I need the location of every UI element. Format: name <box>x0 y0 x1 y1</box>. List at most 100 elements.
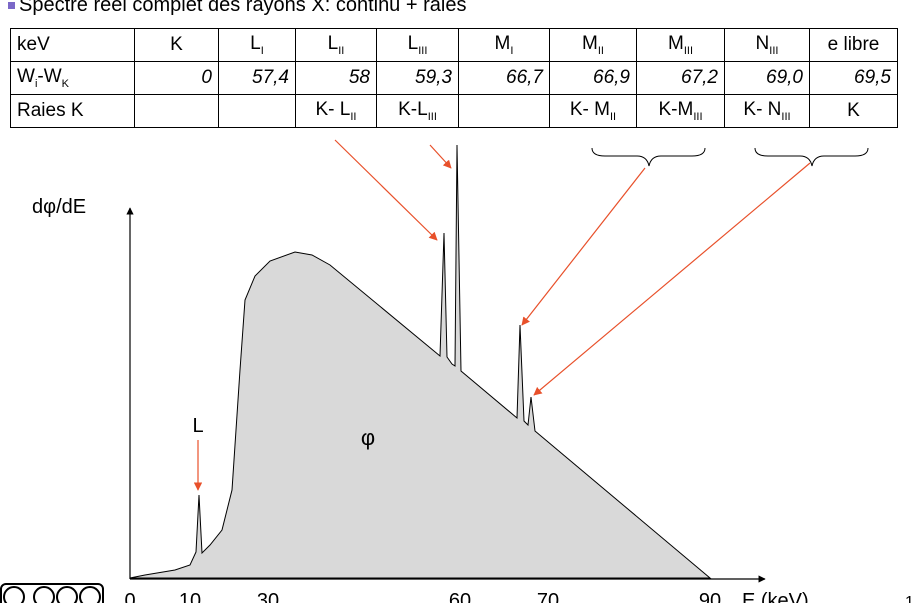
spectrum-curve <box>129 144 712 579</box>
bullet <box>8 2 15 10</box>
table-cell: NIII <box>724 28 810 62</box>
table-cell: MII <box>549 28 637 62</box>
cell-text: 0 <box>201 67 212 88</box>
cell-text: 59,3 <box>415 67 452 88</box>
cell-text: N <box>755 33 770 55</box>
arrow <box>334 139 438 241</box>
cell-text: -W <box>37 66 62 88</box>
table-cell: K <box>809 94 898 128</box>
table-row: Raies K K- LII K-LIII K- MII K-MIII K- NIII K <box>10 94 898 128</box>
x-tick-label: 60 <box>449 590 471 603</box>
table-cell: MIII <box>636 28 725 62</box>
cell-text: L <box>250 33 261 55</box>
table-cell: K-LIII <box>376 94 459 128</box>
cell-text: keV <box>17 34 50 55</box>
cell-text: K <box>170 34 183 55</box>
cell-text: 58 <box>348 67 370 88</box>
brace <box>754 147 869 167</box>
table-cell: K <box>134 28 219 62</box>
sa-circle <box>79 586 101 603</box>
table-cell: K- NIII <box>724 94 810 128</box>
table-cell <box>134 94 219 128</box>
cell-subscript: II <box>597 44 604 57</box>
cell-text: 69,5 <box>854 67 891 88</box>
cell-subscript: K <box>61 77 69 90</box>
table-cell <box>458 94 550 128</box>
x-tick-label: 10 <box>179 590 201 603</box>
cell-text: W <box>17 66 35 88</box>
cell-subscript: i <box>34 77 38 90</box>
table-cell: 67,2 <box>636 61 725 95</box>
table-cell: Raies K <box>10 94 135 128</box>
arrows <box>193 139 811 491</box>
cell-text: M <box>494 33 511 55</box>
cell-text: 66,7 <box>506 67 543 88</box>
y-axis-label: dφ/dE <box>32 196 86 218</box>
cell-text: L <box>407 33 419 55</box>
cell-text: L <box>327 33 339 55</box>
table-cell: 58 <box>295 61 377 95</box>
cell-text: K <box>847 100 860 121</box>
cell-subscript: III <box>769 44 779 57</box>
cell-text: e libre <box>827 34 880 55</box>
x-tick-label: 90 <box>699 590 721 603</box>
table-cell: K- MII <box>549 94 637 128</box>
table-cell: 0 <box>134 61 219 95</box>
table-cell: K- LII <box>295 94 377 128</box>
cell-text: 66,9 <box>593 67 630 88</box>
slide-title: Spectre réel complet des rayons X: conti… <box>8 0 466 17</box>
table-cell: 69,0 <box>724 61 810 95</box>
x-tick-labels: 0 10 30 60 70 90 <box>124 590 721 603</box>
cell-subscript: II <box>609 110 617 123</box>
title-text: Spectre réel complet des rayons X: conti… <box>19 0 467 16</box>
table-cell: MI <box>458 28 550 62</box>
cell-text: 69,0 <box>766 67 803 88</box>
brace <box>591 147 706 167</box>
cell-text: K-M <box>658 99 694 121</box>
table-cell: 57,4 <box>218 61 296 95</box>
nc-circle <box>56 586 78 603</box>
table-row: keV K LI LII LIII MI MII MIII NIII e libre <box>10 28 898 62</box>
table-cell: e libre <box>809 28 898 62</box>
x-tick-label: 70 <box>537 590 559 603</box>
line-label: L <box>192 415 203 437</box>
arrow <box>533 162 811 396</box>
cell-subscript: I <box>260 44 264 57</box>
cell-subscript: II <box>338 44 345 57</box>
x-tick-label: 30 <box>257 590 279 603</box>
table-cell: LII <box>295 28 377 62</box>
cell-subscript: III <box>427 110 437 123</box>
table-cell: 69,5 <box>809 61 898 95</box>
area-label: φ <box>361 425 375 450</box>
page-number: 1 <box>905 594 913 603</box>
cell-text: K- L <box>315 99 351 121</box>
cc-circle <box>3 586 25 603</box>
cell-text: 67,2 <box>681 67 718 88</box>
braces <box>591 147 869 167</box>
x-tick-label: 0 <box>124 590 135 603</box>
cell-subscript: III <box>693 110 703 123</box>
cell-text: M <box>582 33 598 55</box>
x-axis-label: E (keV) <box>742 590 809 603</box>
cell-subscript: III <box>781 110 791 123</box>
cell-subscript: III <box>683 44 693 57</box>
table-cell: 59,3 <box>376 61 459 95</box>
cell-subscript: I <box>510 44 514 57</box>
cell-text: Raies K <box>17 100 84 121</box>
table-cell <box>218 94 296 128</box>
by-circle <box>33 586 55 603</box>
table-cell: K-MIII <box>636 94 725 128</box>
table-cell: keV <box>10 28 135 62</box>
arrow <box>521 167 646 326</box>
cell-text: M <box>668 33 684 55</box>
table-row: Wi-WK 0 57,4 58 59,3 66,7 66,9 67,2 69,0 69,5 <box>10 61 898 95</box>
arrow <box>429 144 452 169</box>
cell-text: K- N <box>743 99 782 121</box>
cell-text: K-L <box>398 99 428 121</box>
shell-table: keV K LI LII LIII MI MII MIII NIII e libre Wi-WK 0 5… <box>10 28 898 128</box>
cell-text: 57,4 <box>252 67 289 88</box>
cell-subscript: III <box>418 44 428 57</box>
cell-text: K- M <box>569 99 610 121</box>
